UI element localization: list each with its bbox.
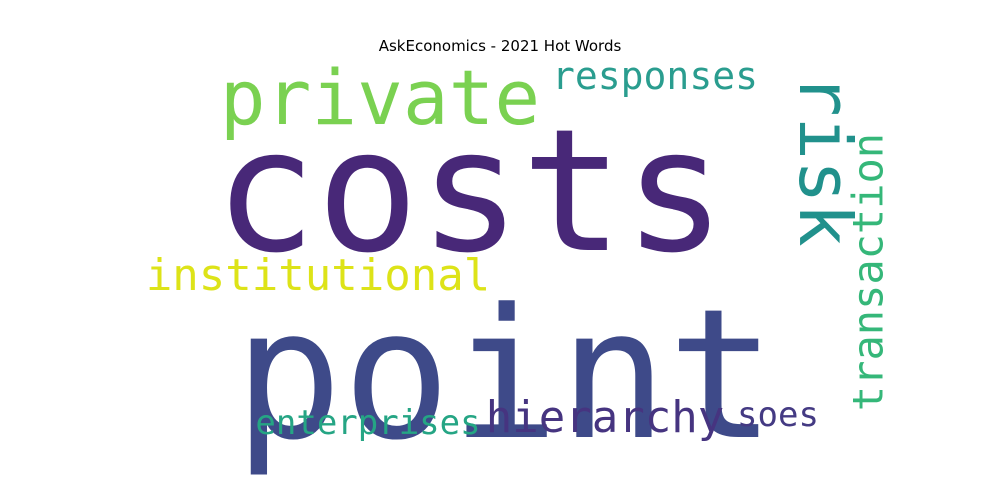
word-enterprises: enterprises [255,403,480,443]
word-costs: costs [214,93,726,291]
word-transaction: transaction [844,133,893,411]
word-institutional: institutional [146,250,490,301]
word-hierarchy: hierarchy [486,392,724,443]
word-risk: risk [783,73,867,246]
chart-title: AskEconomics - 2021 Hot Words [378,37,622,55]
word-responses: responses [552,54,758,98]
word-point: point [234,271,776,480]
word-soes: soes [737,395,819,435]
word-private: private [220,53,540,142]
